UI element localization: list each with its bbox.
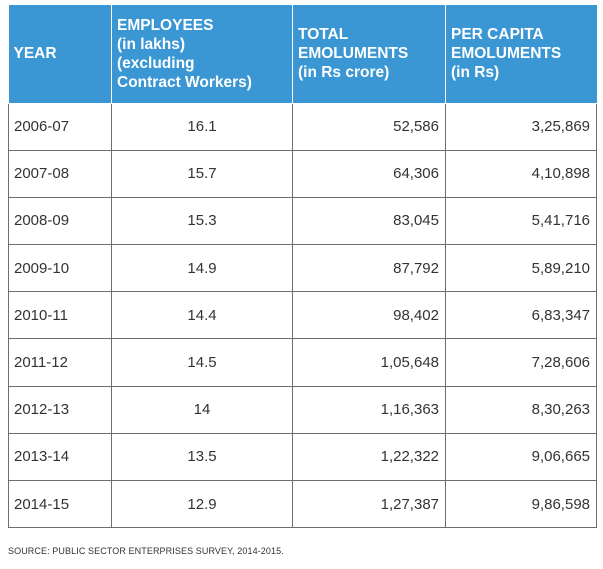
header-line: EMOLUMENTS [298,45,409,63]
cell-employees: 14 [111,385,293,434]
cell-year: 2013-14 [8,432,112,482]
cell-total-emoluments: 1,27,387 [292,479,446,529]
cell-employees: 14.4 [111,291,293,340]
header-line: EMPLOYEES [117,16,214,34]
table-row: 2007-08 15.7 64,306 4,10,898 [8,149,597,198]
header-per-capita-emoluments: PER CAPITA EMOLUMENTS (in Rs) [445,5,597,104]
cell-total-emoluments: 83,045 [292,196,446,246]
table-row: 2010-11 14.4 98,402 6,83,347 [8,291,597,340]
cell-total-emoluments: 52,586 [292,102,446,151]
cell-per-capita-emoluments: 9,06,665 [445,432,597,482]
cell-per-capita-emoluments: 7,28,606 [445,338,597,387]
header-year: YEAR [8,5,112,104]
header-line: TOTAL [298,26,349,44]
cell-per-capita-emoluments: 6,83,347 [445,291,597,340]
cell-total-emoluments: 64,306 [292,149,446,198]
cell-total-emoluments: 1,22,322 [292,432,446,482]
header-row: YEAR EMPLOYEES (in lakhs) (excluding Contrac… [8,5,597,104]
header-line: YEAR [13,45,57,63]
table-row: 2008-09 15.3 83,045 5,41,716 [8,196,597,246]
cell-employees: 15.7 [111,149,293,198]
cell-total-emoluments: 1,05,648 [292,338,446,387]
cell-employees: 14.5 [111,338,293,387]
header-line: (excluding [117,54,195,72]
cell-per-capita-emoluments: 4,10,898 [445,149,597,198]
cell-employees: 12.9 [111,479,293,529]
table-row: 2009-10 14.9 87,792 5,89,210 [8,244,597,293]
cell-year: 2009-10 [8,244,112,293]
cell-employees: 16.1 [111,102,293,151]
table-header: YEAR EMPLOYEES (in lakhs) (excluding Contrac… [8,5,597,104]
header-line: (in Rs) [451,64,500,82]
table-row: 2014-15 12.9 1,27,387 9,86,598 [8,479,597,529]
cell-year: 2008-09 [8,196,112,246]
cell-employees: 15.3 [111,196,293,246]
cell-total-emoluments: 87,792 [292,244,446,293]
emoluments-table: YEAR EMPLOYEES (in lakhs) (excluding Contrac… [8,5,597,529]
cell-per-capita-emoluments: 8,30,263 [445,385,597,434]
table-row: 2011-12 14.5 1,05,648 7,28,606 [8,338,597,387]
table-body: 2006-07 16.1 52,586 3,25,869 2007-08 15.7 64,3… [8,102,597,529]
cell-year: 2012-13 [8,385,112,434]
cell-year: 2006-07 [8,102,112,151]
header-line: (in Rs crore) [298,64,390,82]
table-row: 2006-07 16.1 52,586 3,25,869 [8,102,597,151]
cell-year: 2010-11 [8,291,112,340]
header-line: (in lakhs) [117,35,186,53]
header-total-emoluments: TOTAL EMOLUMENTS (in Rs crore) [292,5,446,104]
header-line: Contract Workers) [117,73,252,91]
cell-total-emoluments: 1,16,363 [292,385,446,434]
cell-employees: 14.9 [111,244,293,293]
source-note: SOURCE: PUBLIC SECTOR ENTERPRISES SURVEY… [8,546,284,556]
cell-total-emoluments: 98,402 [292,291,446,340]
cell-per-capita-emoluments: 3,25,869 [445,102,597,151]
cell-year: 2007-08 [8,149,112,198]
header-employees: EMPLOYEES (in lakhs) (excluding Contract Wo… [111,5,293,104]
cell-year: 2014-15 [8,479,112,529]
table-row: 2013-14 13.5 1,22,322 9,06,665 [8,432,597,482]
cell-per-capita-emoluments: 9,86,598 [445,479,597,529]
data-table-container: YEAR EMPLOYEES (in lakhs) (excluding Contrac… [8,5,597,529]
cell-per-capita-emoluments: 5,41,716 [445,196,597,246]
table-row: 2012-13 14 1,16,363 8,30,263 [8,385,597,434]
cell-per-capita-emoluments: 5,89,210 [445,244,597,293]
cell-year: 2011-12 [8,338,112,387]
header-line: EMOLUMENTS [451,45,562,63]
header-line: PER CAPITA [451,26,544,44]
cell-employees: 13.5 [111,432,293,482]
